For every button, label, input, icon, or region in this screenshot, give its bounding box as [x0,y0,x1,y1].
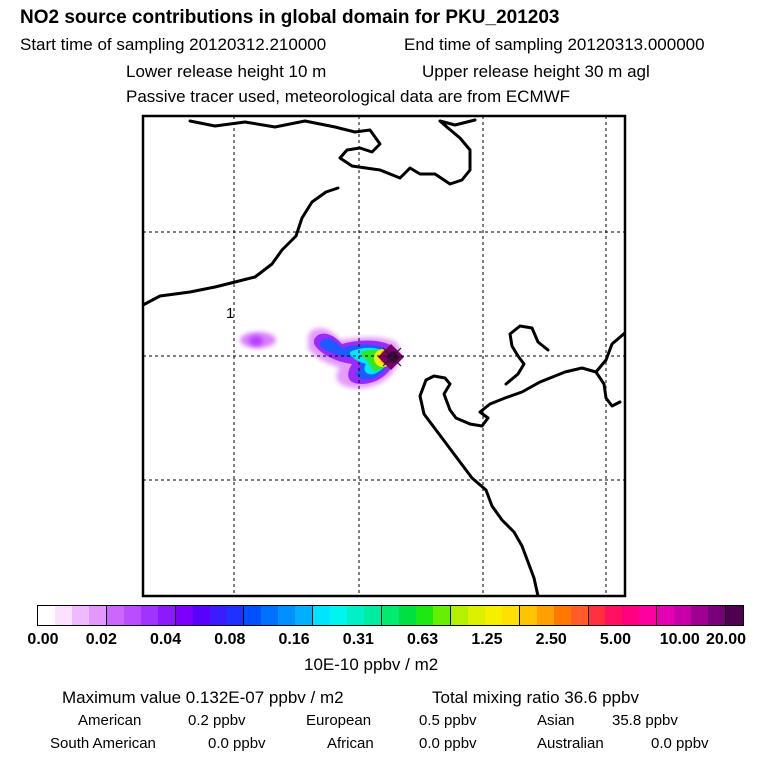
end-time: End time of sampling 20120313.000000 [404,35,705,54]
african-label: African [327,735,374,752]
colorbar-segment [278,606,296,625]
colorbar-segment [518,606,537,625]
coastline-east [424,330,625,428]
coastline-spur [594,370,622,408]
map-gridlines [143,116,625,596]
colorbar-tick-label: 2.50 [535,631,567,648]
colorbar-tick-label: 0.63 [407,631,439,648]
colorbar-tick-label: 0.04 [149,631,182,648]
colorbar-segment [261,606,279,625]
colorbar-segment [209,606,227,625]
colorbar-segment [140,606,158,625]
european-label: European [306,712,372,729]
colorbar-segment [656,606,675,625]
upper-release-height: Upper release height 30 m agl [422,62,650,81]
plume-west-core [249,336,263,346]
colorbar-segment [123,606,141,625]
plume-peak-core [386,350,400,364]
max-value: Maximum value 0.132E-07 ppbv / m2 [62,688,344,707]
colorbar-tick-label: 0.31 [342,631,374,648]
colorbar-segment [674,606,692,625]
colorbar-segment [71,606,89,625]
colorbar-segment [243,606,262,625]
start-time: Start time of sampling 20120312.210000 [20,35,327,54]
colorbar-segment [226,606,244,625]
colorbar-segment [467,606,485,625]
colorbar-tick-label: 0.02 [85,631,117,648]
colorbar-tick-label: 10.00 [659,631,700,648]
coastline-north [188,118,477,186]
colorbar-segment [553,606,571,625]
colorbar-segment [105,606,124,625]
colorbar-segment [88,606,106,625]
colorbar-segment [399,606,416,625]
american-value: 0.2 ppbv [188,712,246,729]
colorbar-segment [174,606,193,625]
tracer-note: Passive tracer used, meteorological data… [126,87,571,106]
colorbar-segment [536,606,554,625]
colorbar-tick-label: 1.25 [471,631,503,648]
european-value: 0.5 ppbv [419,712,477,729]
colorbar-tick-label: 5.00 [599,631,632,648]
colorbar-tick-label: 20.00 [705,631,747,648]
colorbar-segment [432,606,450,625]
colorbar-segment [54,606,72,625]
colorbar-segment [347,606,365,625]
colorbar-segment [708,606,726,625]
colorbar-segment [691,606,709,625]
colorbar-segment [587,606,606,625]
colorbar-segment [639,606,657,625]
colorbar-segment [157,606,175,625]
colorbar-segment [570,606,588,625]
colorbar-tick-label: 0.08 [214,631,246,648]
colorbar-segment [381,606,400,625]
coastline-bay [504,324,550,386]
map-frame [141,114,627,598]
coastlines [143,118,625,596]
colorbar-segment [484,606,502,625]
colorbar-tick-label: 0.16 [278,631,310,648]
map-title: NO2 source contributions in global domai… [20,7,560,28]
colorbar-segment [605,606,623,625]
colorbar-segment [725,606,744,625]
australian-value: 0.0 ppbv [651,735,709,752]
colorbar-segment [415,606,433,625]
colorbar-segment [622,606,640,625]
colorbar-segment [192,606,210,625]
australian-label: Australian [537,735,604,752]
colorbar-segment [449,606,468,625]
african-value: 0.0 ppbv [419,735,477,752]
south-american-label: South American [50,735,156,752]
colorbar-segment [364,606,382,625]
colorbar-tick-label: 0.00 [27,631,59,648]
coastline-west [143,186,340,307]
colorbar [37,605,744,626]
american-label: American [78,712,142,729]
south-american-value: 0.0 ppbv [208,735,266,752]
total-mixing-ratio: Total mixing ratio 36.6 ppbv [432,688,639,707]
receptor-marker [382,347,402,367]
asian-value: 35.8 ppbv [612,712,678,729]
map-panel: 1 [141,114,627,598]
lower-release-height: Lower release height 10 m [126,62,327,81]
colorbar-segment [501,606,519,625]
asian-label: Asian [537,712,575,729]
concentration-plume [240,328,404,389]
colorbar-segment [38,606,55,625]
map-label-1: 1 [226,305,234,322]
colorbar-segment [312,606,331,625]
colorbar-segment [330,606,348,625]
colorbar-units: 10E-10 ppbv / m2 [304,655,439,674]
coastline-south [418,378,540,596]
colorbar-segment [295,606,313,625]
